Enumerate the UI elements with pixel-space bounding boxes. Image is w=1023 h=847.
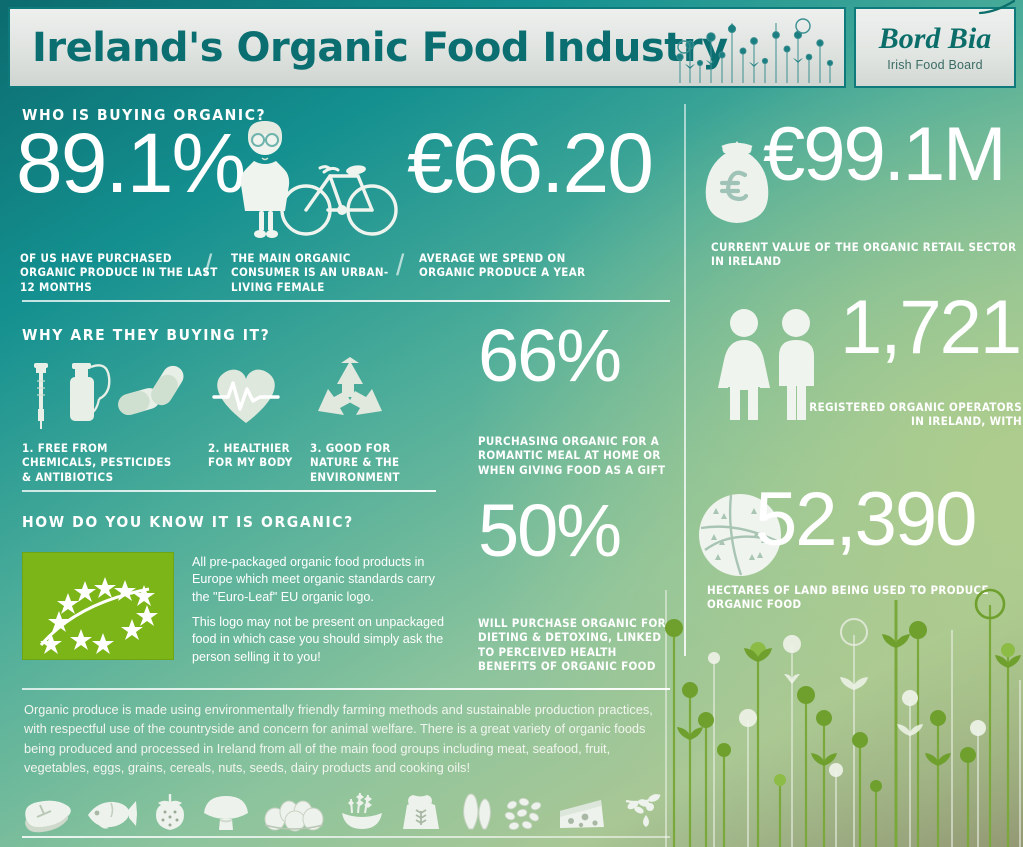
section-heading-why-buying: WHY ARE THEY BUYING IT? [22, 326, 271, 344]
caption-average-spend: AVERAGE WE SPEND ON ORGANIC PRODUCE A YE… [419, 251, 586, 280]
stat-registered-operators: 1,721 [840, 285, 1022, 370]
grain-bowl-icon [341, 792, 382, 829]
reason-item-1: 1. FREE FROM CHEMICALS, PESTICIDES & ANT… [22, 355, 190, 484]
plant-decoration [665, 588, 1021, 847]
female-consumer-icon [240, 121, 290, 238]
cereal-sack-icon [402, 795, 439, 829]
caption-gift-percent: PURCHASING ORGANIC FOR A ROMANTIC MEAL A… [478, 434, 666, 477]
reason-label-3: 3. GOOD FOR NATURE & THE ENVIRONMENT [310, 441, 400, 484]
reason-label-1: 1. FREE FROM CHEMICALS, PESTICIDES & ANT… [22, 441, 172, 484]
eggs-icon [264, 800, 324, 832]
nuts-icon [462, 793, 491, 830]
reason-item-2: 2. HEALTHIER FOR MY BODY [208, 355, 304, 470]
header-banner: Ireland's Organic Food Industry [8, 7, 846, 88]
logo-swoosh-icon [978, 0, 1016, 15]
reason-label-2: 2. HEALTHIER FOR MY BODY [208, 441, 293, 470]
seeds-icon [505, 797, 542, 831]
section-divider-2 [22, 490, 436, 492]
euro-leaf-logo [22, 552, 174, 660]
bord-bia-logo: Bord Bia Irish Food Board [854, 0, 1016, 88]
strawberry-icon [155, 794, 184, 830]
logo-wordmark: Bord Bia [878, 21, 992, 55]
caption-separator-2: / [396, 249, 405, 282]
caption-registered-operators: REGISTERED ORGANIC OPERATORS IN IRELAND,… [809, 400, 1022, 429]
recycle-icon [318, 357, 382, 415]
olive-oil-icon [625, 794, 661, 827]
euro-leaf-paragraph-2: This logo may not be present on unpackag… [192, 615, 445, 664]
stat-hectares: 52,390 [755, 477, 977, 562]
heart-pulse-icon [212, 369, 280, 423]
meat-icon [25, 800, 71, 833]
cheese-icon [560, 800, 605, 828]
stat-gift-percent: 66% [478, 314, 622, 397]
logo-tagline: Irish Food Board [887, 57, 983, 72]
page-title: Ireland's Organic Food Industry [32, 24, 728, 71]
farmland-circle-icon [699, 494, 781, 576]
footer-paragraph: Organic produce is made using environmen… [24, 702, 653, 776]
column-divider [684, 104, 686, 656]
people-pictogram-icon [718, 309, 814, 420]
stat-retail-value: €99.1M [763, 112, 1006, 197]
footer-divider [22, 688, 670, 690]
bottom-divider [22, 836, 670, 838]
euro-leaf-paragraph-1: All pre-packaged organic food products i… [192, 555, 435, 604]
bicycle-icon [280, 165, 398, 236]
section-heading-how-know-organic: HOW DO YOU KNOW IT IS ORGANIC? [22, 513, 354, 531]
money-bag-icon [705, 141, 769, 223]
reason-item-3: 3. GOOD FOR NATURE & THE ENVIRONMENT [310, 355, 430, 484]
section-heading-who-is-buying: WHO IS BUYING ORGANIC? [22, 106, 267, 124]
caption-retail-value: CURRENT VALUE OF THE ORGANIC RETAIL SECT… [711, 240, 1017, 269]
syringe-spray-pills-icon [34, 363, 184, 429]
caption-main-consumer: THE MAIN ORGANIC CONSUMER IS AN URBAN-LI… [231, 251, 389, 294]
stat-average-spend: €66.20 [407, 116, 654, 210]
caption-purchased-percent: OF US HAVE PURCHASED ORGANIC PRODUCE IN … [20, 251, 218, 294]
footer-description: Organic produce is made using environmen… [24, 700, 672, 778]
caption-hectares: HECTARES OF LAND BEING USED TO PRODUCE O… [707, 583, 989, 612]
stat-diet-percent: 50% [478, 489, 622, 572]
fish-icon [87, 801, 137, 829]
caption-separator-1: / [204, 249, 213, 282]
mushroom-icon [204, 796, 249, 830]
euro-leaf-stars-icon [39, 577, 158, 654]
food-icons-row [20, 783, 668, 833]
section-divider-1 [22, 300, 670, 302]
header-plant-decoration [676, 18, 834, 83]
stat-purchased-percent: 89.1% [16, 116, 246, 210]
caption-diet-percent: WILL PURCHASE ORGANIC FOR DIETING & DETO… [478, 616, 666, 674]
